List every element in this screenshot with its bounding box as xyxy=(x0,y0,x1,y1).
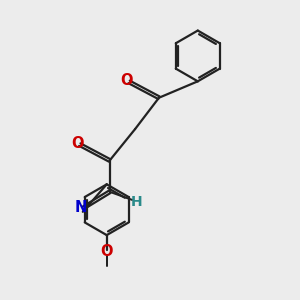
Text: H: H xyxy=(131,195,142,209)
Text: O: O xyxy=(71,136,84,151)
Text: O: O xyxy=(121,73,133,88)
Text: O: O xyxy=(100,244,113,259)
Text: N: N xyxy=(74,200,87,215)
